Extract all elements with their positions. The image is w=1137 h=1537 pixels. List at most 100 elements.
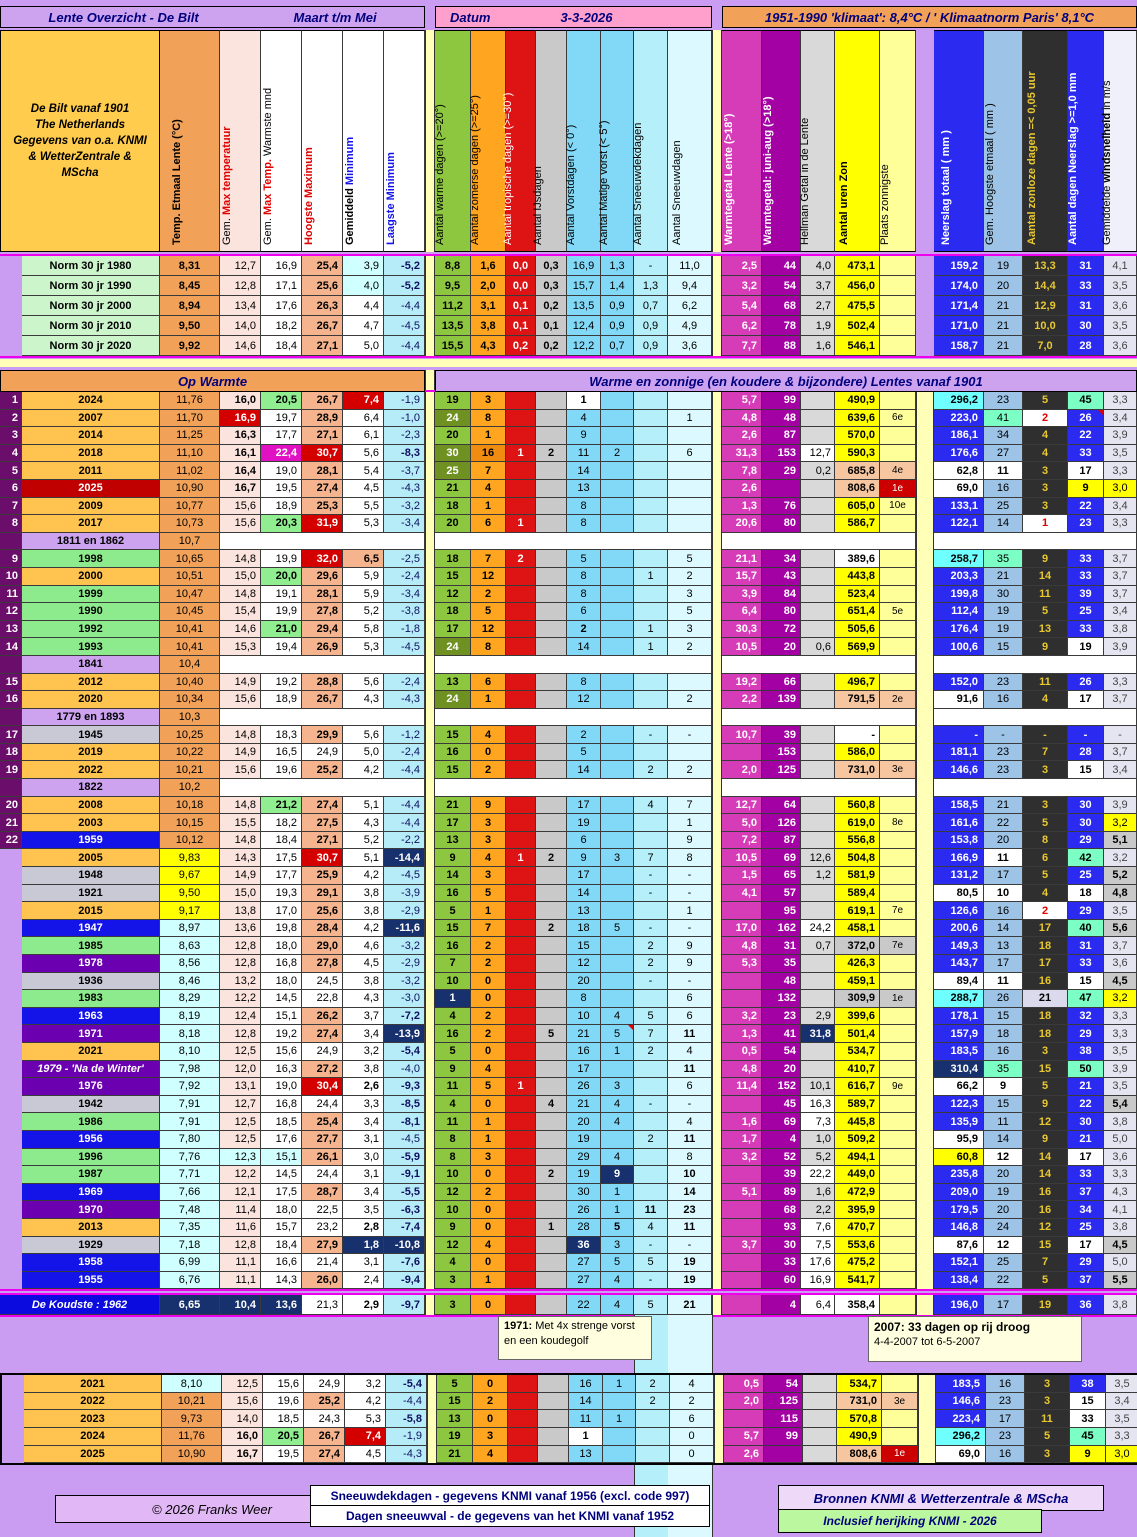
cell-gmin: 5,5 bbox=[343, 497, 384, 516]
cell-zonloos: 12 bbox=[1023, 1113, 1068, 1131]
cell-plaats bbox=[880, 1218, 916, 1237]
cell-wind: 3,4 bbox=[1106, 1392, 1137, 1411]
cell-temp: 11,02 bbox=[160, 462, 220, 480]
cell-neer: 146,8 bbox=[934, 1218, 984, 1237]
year-cell: 2021 bbox=[22, 1042, 160, 1061]
cell-plaats bbox=[880, 1236, 916, 1255]
cell-zomer: 0 bbox=[473, 1410, 508, 1429]
cell-warm: 3 bbox=[435, 1271, 471, 1290]
cell-gmin: 5,0 bbox=[343, 336, 384, 356]
cell-wgja: 80 bbox=[762, 515, 801, 533]
cell-neer: 135,9 bbox=[934, 1113, 984, 1131]
cell-wgl: 2,0 bbox=[724, 1392, 764, 1411]
cell-mvorst bbox=[601, 462, 634, 480]
cell-mvorst: 3 bbox=[601, 849, 634, 868]
cell-wind: 3,3 bbox=[1106, 1428, 1137, 1446]
table-row: 1978 8,56 12,8 16,8 27,8 4,5 -2,9 7 2 12 2 9 5,3 35 42… bbox=[0, 955, 1137, 973]
cell-neer: 258,7 bbox=[934, 550, 984, 568]
cell-wgl: 2,0 bbox=[722, 761, 762, 780]
cell-hmax: 27,1 bbox=[302, 427, 343, 445]
cell-vorst: 13 bbox=[567, 479, 601, 498]
cell-neer: 223,4 bbox=[936, 1410, 986, 1429]
cell-zonloos: 18 bbox=[1023, 1025, 1068, 1043]
table-row: De Koudste : 1962 6,65 10,4 13,6 21,3 2,9 -9,7… bbox=[0, 1295, 1137, 1316]
cell-sdek bbox=[636, 1445, 670, 1464]
cell-gmaxw: 19,5 bbox=[263, 1445, 304, 1464]
cell-wgja: 99 bbox=[764, 1428, 803, 1446]
cell-hell: 12,6 bbox=[801, 849, 835, 868]
rank-cell bbox=[0, 655, 22, 674]
cell-mvorst: 0,9 bbox=[601, 316, 634, 336]
cell-wgja bbox=[762, 479, 801, 498]
cell-wind: 3,8 bbox=[1104, 1218, 1137, 1237]
cell-hmax: 27,1 bbox=[302, 831, 343, 850]
cell-ijs: 0,3 bbox=[536, 256, 567, 276]
cell-wgja: 162 bbox=[762, 919, 801, 938]
cell-gmax: 12,4 bbox=[220, 1007, 261, 1026]
cell-zon: 509,2 bbox=[835, 1130, 880, 1149]
cell-zonloos: 16 bbox=[1023, 1183, 1068, 1202]
cell-hmax: 26,7 bbox=[302, 691, 343, 709]
cell-gmin: 6,1 bbox=[343, 427, 384, 445]
cell-neer: 87,6 bbox=[934, 1236, 984, 1255]
col-header-sdek: Aantal Sneeuwdekdagen bbox=[632, 30, 668, 252]
cell-wind: 3,4 bbox=[1104, 603, 1137, 621]
cell-wind: 4,1 bbox=[1104, 256, 1137, 276]
table-row: 1985 8,63 12,8 18,0 29,0 4,6 -3,2 16 2 15 2 9 4,8 31 0… bbox=[0, 937, 1137, 955]
cell-wind: 5,0 bbox=[1104, 1130, 1137, 1149]
cell-ndag: 29 bbox=[1068, 1025, 1104, 1043]
cell-temp: 10,12 bbox=[160, 831, 220, 850]
cell-plaats: 1e bbox=[880, 479, 916, 498]
cell-wgja: 153 bbox=[762, 444, 801, 463]
year-cell: 1996 bbox=[22, 1148, 160, 1167]
cell-ndag: 38 bbox=[1070, 1375, 1106, 1393]
col-header-mvorst: Aantal Matige vorst (< 5°) bbox=[598, 30, 634, 252]
cell-ndag: 29 bbox=[1068, 1254, 1104, 1272]
cell-sdek: 7 bbox=[634, 1025, 668, 1043]
cell-temp: 10,4 bbox=[160, 655, 220, 674]
cell-zomer: 0 bbox=[471, 1201, 506, 1219]
cell-zomer: 2 bbox=[471, 761, 506, 780]
cell-zon: 496,7 bbox=[835, 673, 880, 692]
cell-sdek bbox=[634, 1183, 668, 1202]
cell-lmin: -3,9 bbox=[384, 884, 425, 903]
rank-cell: 9 bbox=[0, 550, 22, 568]
cell-wind: 3,5 bbox=[1106, 1375, 1137, 1393]
cell-wgl: 7,7 bbox=[722, 336, 762, 356]
cell-warm: 4 bbox=[435, 1095, 471, 1114]
table-row: Norm 30 jr 2020 9,92 14,6 18,4 27,1 5,0 -4,4 15… bbox=[0, 336, 1137, 356]
cell-zonloos: 2 bbox=[1023, 409, 1068, 428]
cell-sdek bbox=[634, 603, 668, 621]
cell-temp: 10,3 bbox=[160, 708, 220, 727]
station-info: De Bilt vanaf 1901 The Netherlands Gegeven… bbox=[0, 30, 160, 252]
cell-trop bbox=[506, 585, 536, 604]
cell-trop bbox=[506, 479, 536, 498]
cell-ijs bbox=[536, 603, 567, 621]
year-cell: 1929 bbox=[22, 1236, 160, 1255]
cell-sdag: - bbox=[668, 972, 712, 991]
cell-temp: 11,70 bbox=[160, 409, 220, 428]
cell-trop bbox=[506, 638, 536, 656]
cell-sdag: 9,4 bbox=[668, 276, 712, 296]
cell-hoog: 11 bbox=[984, 972, 1023, 991]
col-header-sdag: Aantal Sneeuwdagen bbox=[668, 30, 712, 252]
rank-cell bbox=[0, 885, 22, 903]
cell-wind: 3,6 bbox=[1104, 296, 1137, 316]
cell-zon: 639,6 bbox=[835, 409, 880, 428]
cell-mvorst bbox=[603, 1428, 636, 1446]
cell-neer: 199,8 bbox=[934, 585, 984, 604]
cell-warm: 11 bbox=[435, 1113, 471, 1131]
cell-mvorst: 1,3 bbox=[601, 256, 634, 276]
cell-temp: 10,65 bbox=[160, 550, 220, 568]
cell-zonloos: 7 bbox=[1023, 1254, 1068, 1272]
cell-neer: 310,4 bbox=[934, 1060, 984, 1079]
cell-ijs: 2 bbox=[536, 1166, 567, 1184]
cell-ndag: 22 bbox=[1068, 497, 1104, 516]
cell-wind: 3,5 bbox=[1104, 316, 1137, 336]
cell-ijs bbox=[536, 620, 567, 639]
norm-table: Norm 30 jr 1980 8,31 12,7 16,9 25,4 3,9 -5,2 8,… bbox=[0, 254, 1137, 358]
cell-sdek bbox=[634, 691, 668, 709]
cell-wind: 3,0 bbox=[1104, 479, 1137, 498]
cell-mvorst bbox=[601, 515, 634, 533]
table-row: 1971 8,18 12,8 19,2 27,4 3,4 -13,9 16 2 5 21 5 7 11 1,… bbox=[0, 1025, 1137, 1043]
